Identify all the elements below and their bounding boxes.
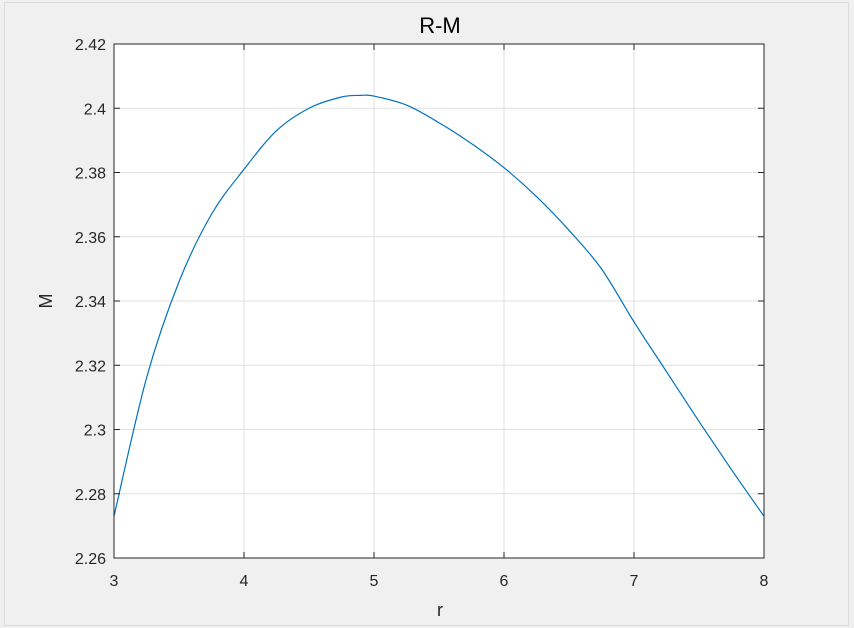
y-tick-label: 2.3 [84, 423, 106, 440]
x-tick-label: 8 [760, 573, 769, 590]
x-tick-label: 3 [110, 573, 119, 590]
x-tick-label: 7 [630, 573, 639, 590]
y-tick-labels: 2.26 2.28 2.3 2.32 2.34 2.36 2.38 2.4 2.42 [75, 37, 106, 568]
y-axis-label: M [36, 294, 56, 309]
y-tick-label: 2.28 [75, 487, 106, 504]
x-tick-labels: 3 4 5 6 7 8 [110, 573, 769, 590]
y-tick-label: 2.38 [75, 166, 106, 183]
y-tick-label: 2.34 [75, 294, 106, 311]
y-tick-label: 2.26 [75, 551, 106, 568]
tick-marks [113, 43, 765, 559]
x-axis-label: r [437, 600, 443, 620]
y-tick-label: 2.36 [75, 230, 106, 247]
x-tick-label: 4 [240, 573, 249, 590]
y-tick-label: 2.4 [84, 101, 106, 118]
chart-title: R-M [419, 13, 461, 38]
series-layer [113, 94, 765, 517]
y-tick-label: 2.32 [75, 358, 106, 375]
x-tick-label: 6 [500, 573, 509, 590]
y-tick-label: 2.42 [75, 37, 106, 54]
x-tick-label: 5 [370, 573, 379, 590]
series-line [113, 94, 765, 517]
